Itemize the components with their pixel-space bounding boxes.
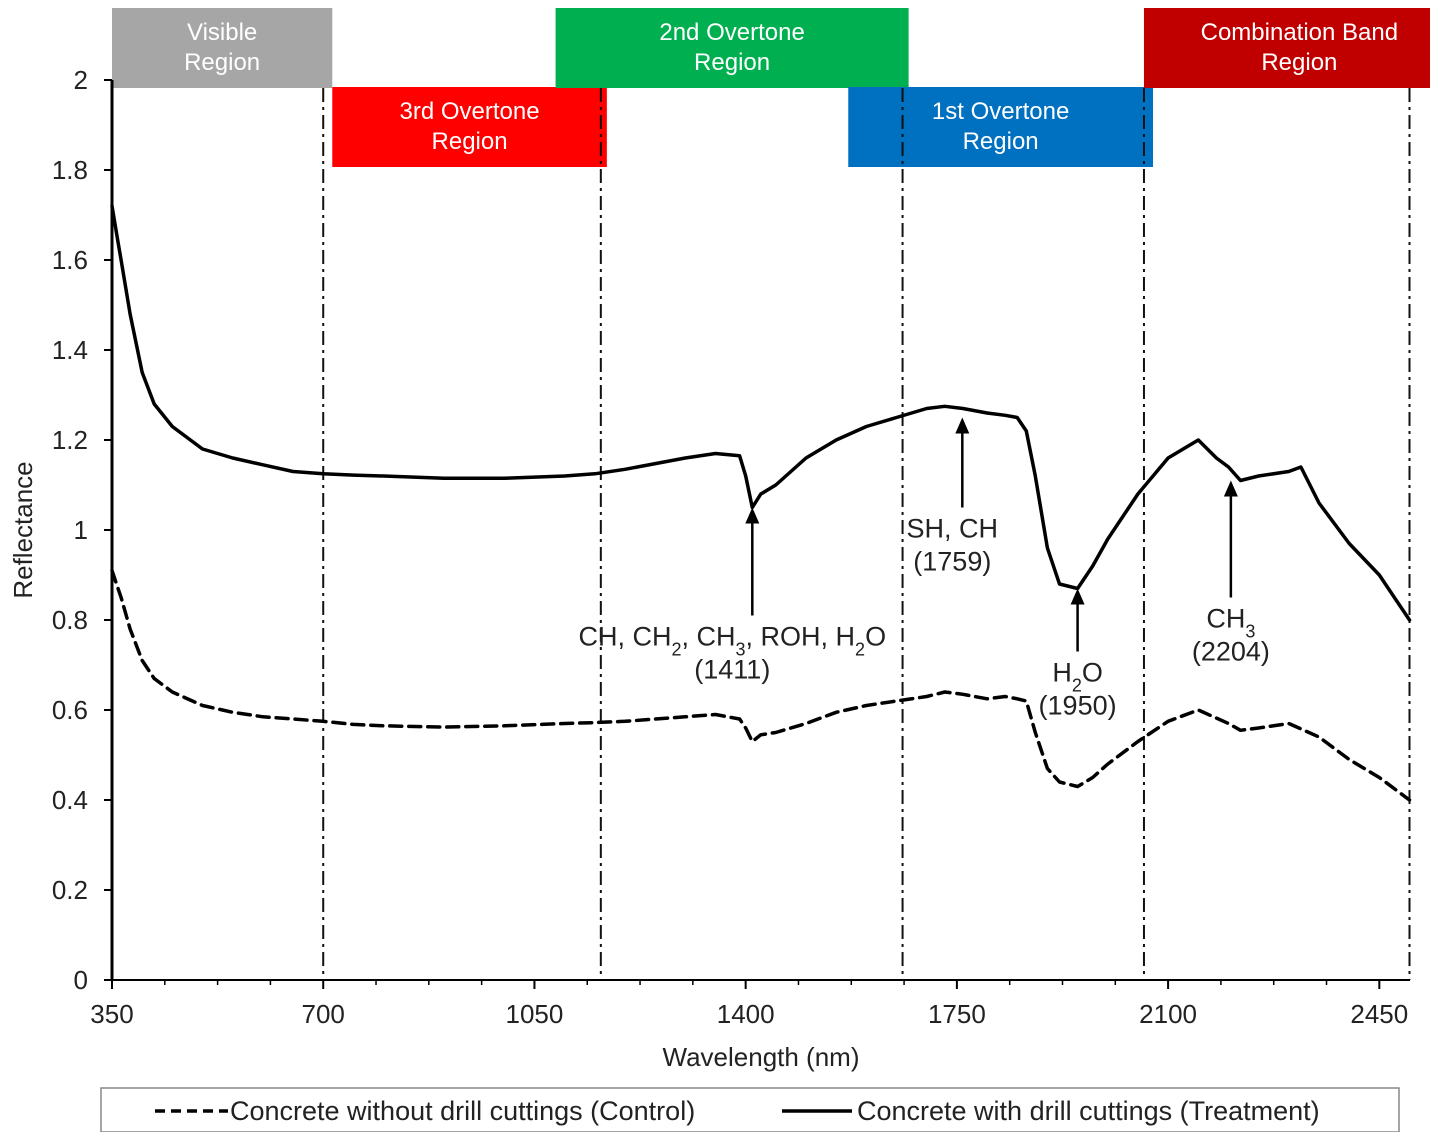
legend-label-treatment: Concrete with drill cuttings (Treatment) (857, 1096, 1320, 1126)
y-ticks: 0 0.2 0.4 0.6 0.8 1 1.2 1.4 1.6 1.8 2 (52, 65, 112, 995)
series-line-control (110, 568, 1412, 802)
legend: Concrete without drill cuttings (Control… (100, 1087, 1400, 1132)
region-band-label: 2nd Overtone (659, 19, 804, 46)
peak-annotation: CH3(2204) (1192, 480, 1270, 667)
legend-label-control: Concrete without drill cuttings (Control… (230, 1096, 695, 1126)
y-tick-label: 0.6 (52, 695, 88, 725)
region-band-label: Region (694, 49, 770, 76)
y-tick-label: 1.8 (52, 155, 88, 185)
y-axis-title: Reflectance (8, 461, 38, 598)
y-tick-label: 1 (74, 515, 88, 545)
annotation-value: (2204) (1192, 637, 1270, 667)
annotation-value: (1411) (694, 655, 770, 685)
y-tick-label: 0.2 (52, 875, 88, 905)
x-tick-label: 2450 (1350, 999, 1408, 1029)
region-band: 1st Overtone Region (848, 87, 1154, 167)
axes (110, 80, 1410, 981)
x-tick-label: 1750 (928, 999, 986, 1029)
annotation-arrow-head (955, 417, 970, 434)
region-band-label: Region (963, 128, 1039, 155)
x-ticks: 350 700 1050 1400 1750 2100 2450 (90, 980, 1408, 1029)
region-band-label: Combination Band (1201, 19, 1398, 46)
region-band-box (555, 8, 909, 88)
y-tick-label: 1.6 (52, 245, 88, 275)
region-band-label: 3rd Overtone (400, 98, 540, 125)
region-boundary-lines (322, 88, 1411, 980)
region-band-box (112, 8, 333, 88)
y-tick-label: 0.4 (52, 785, 88, 815)
annotation-arrow-head (1070, 588, 1085, 605)
y-tick-label: 2 (74, 65, 88, 95)
region-band-box (1143, 8, 1430, 88)
annotation-arrow-head (1223, 480, 1238, 497)
peak-annotation: SH, CH(1759) (907, 417, 999, 577)
region-band-label: Region (1261, 49, 1337, 76)
annotation-value: (1759) (913, 547, 991, 577)
x-tick-label: 700 (302, 999, 345, 1029)
annotation-value: (1950) (1039, 691, 1117, 721)
data-series (110, 204, 1412, 802)
x-axis-title: Wavelength (nm) (663, 1042, 860, 1072)
region-band-label: Visible (187, 19, 257, 46)
x-tick-label: 1400 (717, 999, 775, 1029)
peak-annotation: H2O(1950) (1039, 588, 1117, 721)
peak-annotation: CH, CH2, CH3, ROH, H2O(1411) (579, 507, 886, 685)
region-band: 2nd Overtone Region (555, 8, 909, 88)
x-tick-label: 1050 (506, 999, 564, 1029)
y-tick-label: 1.4 (52, 335, 88, 365)
series-line-treatment (110, 204, 1412, 622)
y-tick-label: 0 (74, 965, 88, 995)
region-band-label: 1st Overtone (932, 98, 1069, 125)
y-tick-label: 1.2 (52, 425, 88, 455)
region-band: Combination Band Region (1143, 8, 1430, 88)
region-band-box (848, 87, 1154, 167)
region-band: Visible Region (112, 8, 333, 88)
region-band-label: Region (432, 128, 508, 155)
annotation-arrow-head (745, 507, 760, 524)
region-band-box (332, 87, 607, 167)
region-band-label: Region (184, 49, 260, 76)
x-tick-label: 350 (90, 999, 133, 1029)
x-tick-label: 2100 (1139, 999, 1197, 1029)
y-tick-label: 0.8 (52, 605, 88, 635)
region-band: 3rd Overtone Region (332, 87, 607, 167)
annotation-label: SH, CH (907, 514, 999, 544)
legend-box (100, 1087, 1400, 1132)
